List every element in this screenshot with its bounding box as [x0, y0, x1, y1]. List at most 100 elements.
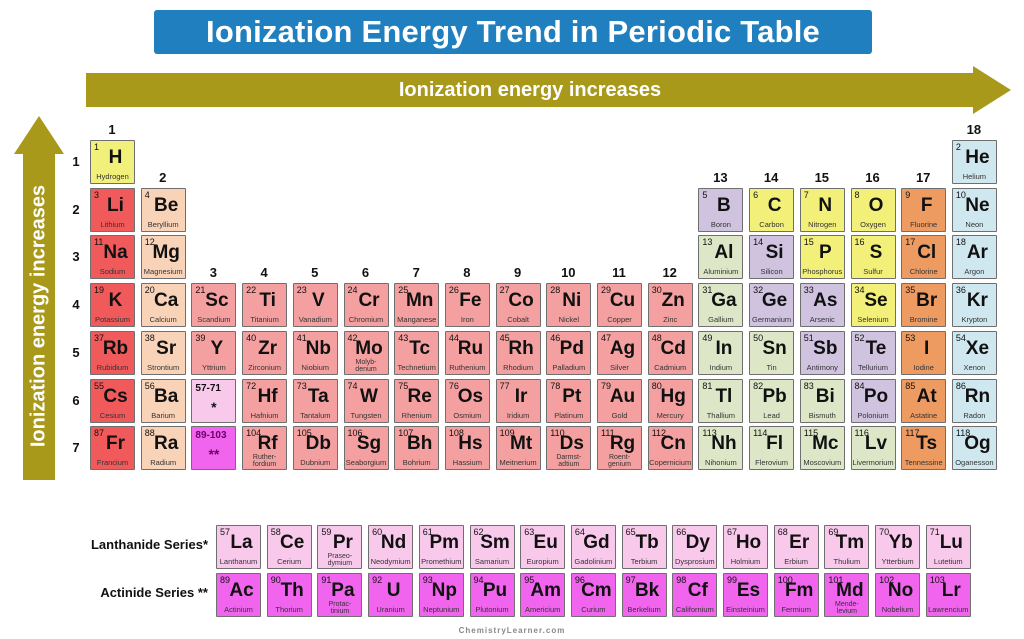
element-cell-po[interactable]: 84 Po Polonium [850, 378, 896, 423]
element-cell-cu[interactable]: 29 Cu Copper [597, 283, 642, 328]
element-cell-zn[interactable]: 30 Zn Zinc [647, 283, 693, 328]
element-cell-y[interactable]: 39 Y Yttrium [191, 330, 237, 375]
element-cell-ts[interactable]: 117 Ts Tennessine [901, 426, 947, 471]
element-cell-ne[interactable]: 10 Ne Neon [951, 187, 997, 232]
element-cell-ni[interactable]: 28 Ni Nickel [546, 283, 592, 328]
element-cell-lu[interactable]: 71 Lu Lutetium [925, 525, 971, 569]
element-cell-cr[interactable]: 24 Cr Chromium [343, 283, 389, 328]
element-cell-ra[interactable]: 88 Ra Radium [140, 426, 186, 471]
element-cell-ar[interactable]: 18 Ar Argon [951, 235, 997, 280]
element-cell-kr[interactable]: 36 Kr Krypton [951, 283, 997, 328]
element-cell-p[interactable]: 15 P Phosphorus [799, 235, 845, 280]
element-cell-np[interactable]: 93 Np Neptunium [418, 573, 464, 617]
element-cell-mo[interactable]: 42 Mo Molyb- denum [343, 330, 389, 375]
element-cell-zr[interactable]: 40 Zr Zirconium [242, 330, 288, 375]
element-cell-pd[interactable]: 46 Pd Palladium [546, 330, 592, 375]
element-cell-he[interactable]: 2 He Helium [951, 140, 997, 184]
element-cell-br[interactable]: 35 Br Bromine [901, 283, 947, 328]
element-cell-al[interactable]: 13 Al Aluminium [698, 235, 744, 280]
element-cell-rf[interactable]: 104 Rf Ruther- fordium [242, 426, 288, 471]
element-cell-eu[interactable]: 63 Eu Europium [520, 525, 566, 569]
element-cell-fm[interactable]: 100 Fm Fermium [773, 573, 819, 617]
element-cell-dy[interactable]: 66 Dy Dysprosium [672, 525, 718, 569]
element-cell-rn[interactable]: 86 Rn Radon [951, 378, 997, 423]
element-cell-as[interactable]: 33 As Arsenic [799, 283, 845, 328]
element-cell-o[interactable]: 8 O Oxygen [850, 187, 896, 232]
element-cell-cl[interactable]: 17 Cl Chlorine [901, 235, 947, 280]
element-cell-h[interactable]: 1 H Hydrogen [90, 140, 135, 184]
element-cell-ge[interactable]: 32 Ge Germanium [749, 283, 795, 328]
element-cell-rh[interactable]: 45 Rh Rhodium [495, 330, 541, 375]
element-cell-bi[interactable]: 83 Bi Bismuth [799, 378, 845, 423]
element-cell-bh[interactable]: 107 Bh Bohrium [394, 426, 440, 471]
element-cell-bk[interactable]: 97 Bk Berkelium [621, 573, 667, 617]
element-cell-ag[interactable]: 47 Ag Silver [597, 330, 642, 375]
element-cell-og[interactable]: 118 Og Oganesson [951, 426, 997, 471]
element-cell-fr[interactable]: 87 Fr Francium [90, 426, 135, 471]
element-cell-tc[interactable]: 43 Tc Technetium [394, 330, 440, 375]
element-cell-md[interactable]: 101 Md Mende- levium [824, 573, 870, 617]
element-cell-tl[interactable]: 81 Tl Thallium [698, 378, 744, 423]
element-cell-ga[interactable]: 31 Ga Gallium [698, 283, 744, 328]
element-cell-hg[interactable]: 80 Hg Mercury [647, 378, 693, 423]
element-cell-ta[interactable]: 73 Ta Tantalum [292, 378, 338, 423]
element-cell-no[interactable]: 102 No Nobelium [875, 573, 921, 617]
element-cell-co[interactable]: 27 Co Cobalt [495, 283, 541, 328]
element-cell-cd[interactable]: 48 Cd Cadmium [647, 330, 693, 375]
series-placeholder-57-71[interactable]: 57-71 * [191, 378, 237, 423]
element-cell-gd[interactable]: 64 Gd Gadolinium [570, 525, 616, 569]
element-cell-ds[interactable]: 110 Ds Darmst- adtium [546, 426, 592, 471]
series-placeholder-89-103[interactable]: 89-103 ** [191, 426, 237, 471]
element-cell-er[interactable]: 68 Er Erbium [773, 525, 819, 569]
element-cell-yb[interactable]: 70 Yb Ytterbium [875, 525, 921, 569]
element-cell-la[interactable]: 57 La Lanthanum [216, 525, 261, 569]
element-cell-te[interactable]: 52 Te Tellurium [850, 330, 896, 375]
element-cell-cn[interactable]: 112 Cn Copernicium [647, 426, 693, 471]
element-cell-at[interactable]: 85 At Astatine [901, 378, 947, 423]
element-cell-fe[interactable]: 26 Fe Iron [444, 283, 490, 328]
element-cell-hs[interactable]: 108 Hs Hassium [444, 426, 490, 471]
element-cell-sg[interactable]: 106 Sg Seaborgium [343, 426, 389, 471]
element-cell-ti[interactable]: 22 Ti Titanium [242, 283, 288, 328]
element-cell-pr[interactable]: 59 Pr Praseo- dymium [317, 525, 363, 569]
element-cell-n[interactable]: 7 N Nitrogen [799, 187, 845, 232]
element-cell-f[interactable]: 9 F Fluorine [901, 187, 947, 232]
element-cell-i[interactable]: 53 I Iodine [901, 330, 947, 375]
element-cell-si[interactable]: 14 Si Silicon [749, 235, 795, 280]
element-cell-ho[interactable]: 67 Ho Holmium [723, 525, 768, 569]
element-cell-nh[interactable]: 113 Nh Nihonium [698, 426, 744, 471]
element-cell-pu[interactable]: 94 Pu Plutonium [469, 573, 515, 617]
element-cell-sc[interactable]: 21 Sc Scandium [191, 283, 237, 328]
element-cell-cm[interactable]: 96 Cm Curium [570, 573, 616, 617]
element-cell-th[interactable]: 90 Th Thorium [266, 573, 312, 617]
element-cell-mg[interactable]: 12 Mg Magnesium [140, 235, 186, 280]
element-cell-ru[interactable]: 44 Ru Ruthenium [444, 330, 490, 375]
element-cell-lr[interactable]: 103 Lr Lawrencium [925, 573, 971, 617]
element-cell-v[interactable]: 23 V Vanadium [292, 283, 338, 328]
element-cell-s[interactable]: 16 S Sulfur [850, 235, 896, 280]
element-cell-sr[interactable]: 38 Sr Strontium [140, 330, 186, 375]
element-cell-se[interactable]: 34 Se Selenium [850, 283, 896, 328]
element-cell-fl[interactable]: 114 Fl Flerovium [749, 426, 795, 471]
element-cell-nd[interactable]: 60 Nd Neodymium [368, 525, 414, 569]
element-cell-tm[interactable]: 69 Tm Thulium [824, 525, 870, 569]
element-cell-cf[interactable]: 98 Cf Californium [672, 573, 718, 617]
element-cell-es[interactable]: 99 Es Einsteinium [723, 573, 768, 617]
element-cell-li[interactable]: 3 Li Lithium [90, 187, 135, 232]
element-cell-ce[interactable]: 58 Ce Cerium [266, 525, 312, 569]
element-cell-sn[interactable]: 50 Sn Tin [749, 330, 795, 375]
element-cell-xe[interactable]: 54 Xe Xenon [951, 330, 997, 375]
element-cell-b[interactable]: 5 B Boron [698, 187, 744, 232]
element-cell-k[interactable]: 19 K Potassium [90, 283, 135, 328]
element-cell-w[interactable]: 74 W Tungsten [343, 378, 389, 423]
element-cell-pt[interactable]: 78 Pt Platinum [546, 378, 592, 423]
element-cell-na[interactable]: 11 Na Sodium [90, 235, 135, 280]
element-cell-sm[interactable]: 62 Sm Samarium [469, 525, 515, 569]
element-cell-pm[interactable]: 61 Pm Promethium [418, 525, 464, 569]
element-cell-mc[interactable]: 115 Mc Moscovium [799, 426, 845, 471]
element-cell-c[interactable]: 6 C Carbon [749, 187, 795, 232]
element-cell-ac[interactable]: 89 Ac Actinium [216, 573, 261, 617]
element-cell-hf[interactable]: 72 Hf Hafnium [242, 378, 288, 423]
element-cell-nb[interactable]: 41 Nb Niobium [292, 330, 338, 375]
element-cell-in[interactable]: 49 In Indium [698, 330, 744, 375]
